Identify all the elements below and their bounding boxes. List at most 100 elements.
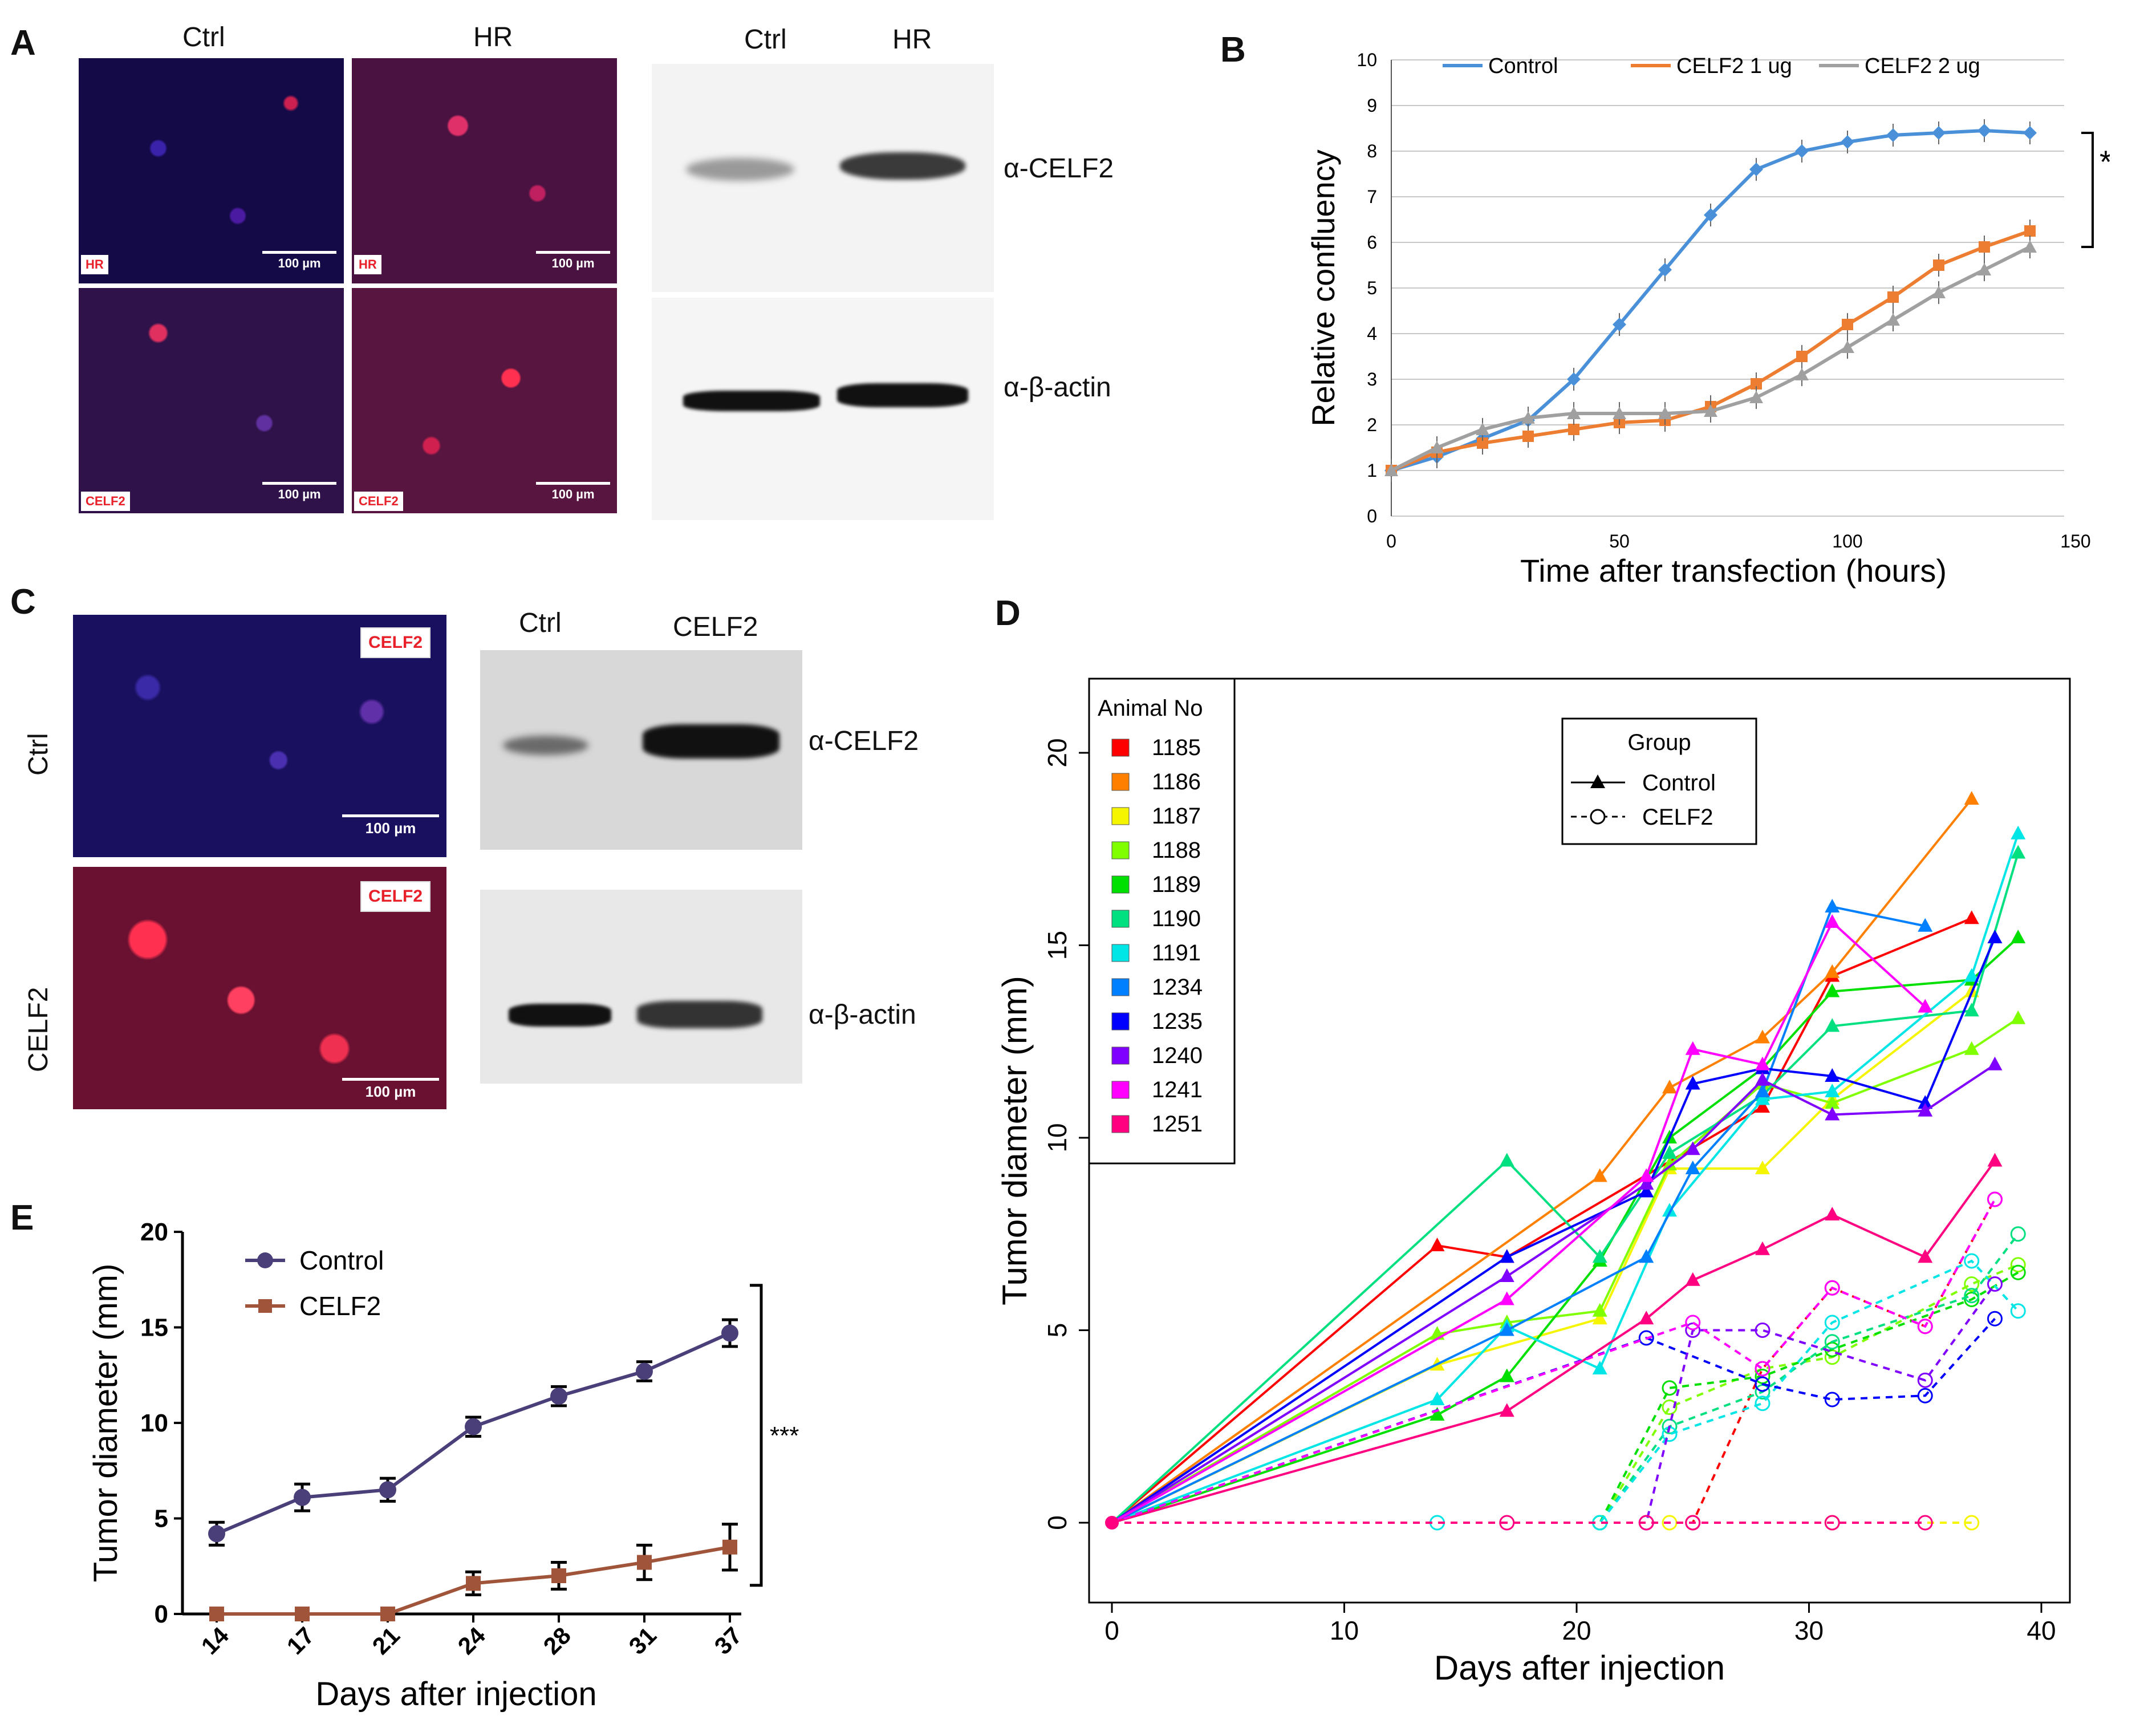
micrograph-hr-celf2 xyxy=(352,288,617,513)
point-d xyxy=(1825,1095,1840,1109)
point-d xyxy=(1825,983,1840,997)
point-d xyxy=(2010,1257,2026,1273)
y-tick-e: 0 xyxy=(155,1600,168,1628)
legend-animal-id-d: 1235 xyxy=(1152,1009,1203,1034)
x-tick-e: 37 xyxy=(709,1622,747,1660)
series-line-d xyxy=(1111,937,1996,1524)
point-b xyxy=(1658,407,1672,419)
point-d xyxy=(1639,1311,1654,1325)
point-d xyxy=(1685,1041,1700,1055)
point-d xyxy=(1662,1080,1677,1094)
point-e xyxy=(379,1481,396,1499)
point-e xyxy=(380,1607,395,1621)
y-tick-b: 5 xyxy=(1367,278,1377,298)
point-d xyxy=(1499,1322,1514,1336)
y-tick-b: 9 xyxy=(1367,95,1377,116)
western-blot-actin-c xyxy=(480,890,802,1084)
micrograph-tag-2: HR xyxy=(354,255,381,274)
y-tick-e: 10 xyxy=(140,1409,168,1437)
legend-label-b: CELF2 2 ug xyxy=(1865,54,1980,78)
point-d xyxy=(1987,1153,2003,1167)
legend-control-label-d: Control xyxy=(1642,770,1716,796)
point-d xyxy=(1430,1392,1445,1405)
point-d xyxy=(1499,1153,1514,1167)
legend-swatch-d xyxy=(1111,910,1130,928)
scale-bar-c2: 100 µm xyxy=(342,1078,439,1101)
point-d xyxy=(1964,1288,1980,1304)
micrograph-tag-3: CELF2 xyxy=(81,492,130,511)
point-b xyxy=(1841,340,1854,353)
point-d xyxy=(1685,1315,1701,1331)
series-line-d xyxy=(1111,1160,1996,1524)
y-tick-d: 15 xyxy=(1042,931,1072,960)
point-d xyxy=(2011,825,2026,839)
x-tick-d: 10 xyxy=(1330,1616,1359,1645)
panel-a-blot-hr: HR xyxy=(892,25,932,55)
legend-label-e: CELF2 xyxy=(299,1291,381,1321)
panel-a-col-ctrl: Ctrl xyxy=(182,22,225,52)
point-d xyxy=(1592,1168,1607,1182)
y-tick-d: 20 xyxy=(1042,738,1072,767)
western-blot-celf2-a xyxy=(652,64,994,292)
point-d xyxy=(1755,1396,1770,1411)
y-tick-d: 10 xyxy=(1042,1123,1072,1152)
micrograph-tag-1: HR xyxy=(81,255,108,274)
x-tick-e: 28 xyxy=(538,1622,576,1660)
point-d xyxy=(1964,1276,1980,1292)
point-e xyxy=(209,1607,224,1621)
panel-b-letter: B xyxy=(1220,30,1246,70)
legend-swatch-d xyxy=(1111,807,1130,825)
panel-c-row-celf2: CELF2 xyxy=(23,987,54,1072)
point-b xyxy=(1977,124,1991,137)
point-d xyxy=(1825,1068,1840,1082)
legend-marker-e xyxy=(258,1299,272,1313)
point-b xyxy=(1658,263,1672,277)
panel-a-label-celf2: α-CELF2 xyxy=(1004,153,1114,184)
legend-animal-id-d: 1190 xyxy=(1152,906,1201,931)
legend-marker-e xyxy=(257,1252,273,1268)
point-b xyxy=(1477,437,1488,449)
legend-label-b: Control xyxy=(1488,54,1558,78)
point-e xyxy=(294,1488,311,1506)
point-d xyxy=(1964,1515,1980,1531)
point-d xyxy=(1662,1400,1678,1415)
point-b xyxy=(2024,225,2036,237)
point-d xyxy=(1499,1249,1514,1263)
scale-bar-c1: 100 µm xyxy=(342,814,439,837)
legend-swatch-d xyxy=(1111,773,1130,791)
point-d xyxy=(1662,1418,1678,1434)
point-d xyxy=(1592,1361,1607,1374)
point-d xyxy=(1825,1084,1840,1097)
point-d xyxy=(2011,845,2026,859)
point-d xyxy=(1499,1368,1514,1382)
point-d xyxy=(1917,1372,1933,1388)
x-tick-b: 0 xyxy=(1386,531,1396,551)
point-d xyxy=(1918,1095,1933,1109)
point-d xyxy=(1824,1334,1840,1350)
legend-animal-id-d: 1185 xyxy=(1152,735,1201,760)
y-tick-d: 0 xyxy=(1042,1515,1072,1530)
point-d xyxy=(1755,1376,1770,1392)
chart-e-tumor-mean: 0 5 10 15 20 14 17 21 24 28 31 37 Days after injecti… xyxy=(87,1218,799,1713)
y-label-e: Tumor diameter (mm) xyxy=(87,1264,124,1583)
point-b xyxy=(1886,313,1900,326)
point-b xyxy=(1521,411,1535,424)
point-d xyxy=(1662,1203,1677,1217)
point-e xyxy=(208,1525,225,1543)
point-d xyxy=(1592,1249,1607,1263)
significance-e: *** xyxy=(770,1422,799,1450)
y-tick-b: 2 xyxy=(1367,415,1377,435)
point-d xyxy=(1499,1515,1515,1531)
micrograph-c-tag-2: CELF2 xyxy=(360,881,431,912)
point-d xyxy=(1755,1084,1770,1097)
y-tick-b: 0 xyxy=(1367,506,1377,526)
legend-group-title-d: Group xyxy=(1627,730,1691,755)
point-d xyxy=(1918,1249,1933,1263)
legend-animal-id-d: 1186 xyxy=(1152,769,1201,794)
legend-animal-id-d: 1189 xyxy=(1152,872,1201,897)
point-b xyxy=(1568,424,1579,435)
chart-d-tumor-individual: 0 5 10 15 20 0 10 20 30 40 Days after injection Tum… xyxy=(996,678,2071,1687)
point-d xyxy=(1825,964,1840,978)
micrograph-c-celf2 xyxy=(73,867,446,1109)
